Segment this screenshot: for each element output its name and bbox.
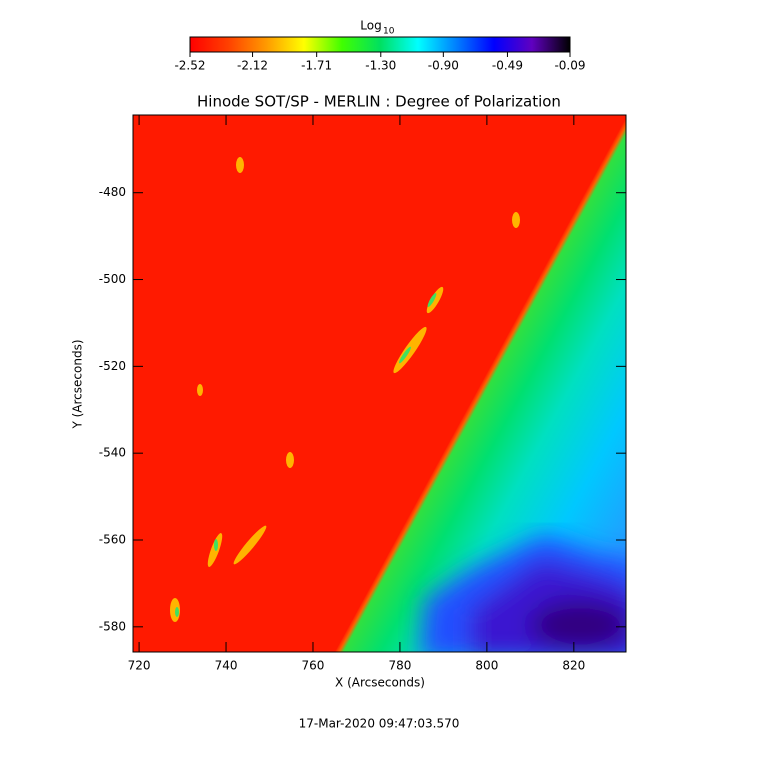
y-tick-label: -580	[99, 619, 126, 633]
colorbar-tick-label: -0.49	[492, 59, 523, 73]
y-tick-label: -520	[99, 359, 126, 373]
colorbar-label-sub: 10	[383, 27, 395, 37]
colorbar-tick-label: -2.52	[174, 59, 205, 73]
x-tick-label: 740	[215, 659, 238, 673]
footer-date: 17-Mar-2020 09:47:03.570	[299, 717, 460, 731]
colorbar-label: Log	[360, 19, 381, 33]
colorbar-tick-label: -2.12	[237, 59, 268, 73]
y-tick-label: -540	[99, 446, 126, 460]
plot-frame	[132, 114, 627, 653]
x-tick-label: 760	[302, 659, 325, 673]
colorbar	[189, 36, 571, 53]
colorbar-tick-label: -0.09	[554, 59, 585, 73]
colorbar-tick-label: -1.71	[301, 59, 332, 73]
y-tick-label: -480	[99, 185, 126, 199]
colorbar-tick-label: -0.90	[428, 59, 459, 73]
chart-title: Hinode SOT/SP - MERLIN : Degree of Polar…	[197, 93, 561, 111]
x-tick-label: 780	[388, 659, 411, 673]
x-tick-label: 820	[562, 659, 585, 673]
x-tick-label: 800	[475, 659, 498, 673]
image	[133, 115, 626, 652]
y-tick-label: -560	[99, 532, 126, 546]
y-tick-label: -500	[99, 272, 126, 286]
x-axis-label: X (Arcseconds)	[335, 676, 425, 690]
colorbar-tick-label: -1.30	[365, 59, 396, 73]
y-axis-label: Y (Arcseconds)	[71, 339, 85, 429]
x-tick-label: 720	[128, 659, 151, 673]
